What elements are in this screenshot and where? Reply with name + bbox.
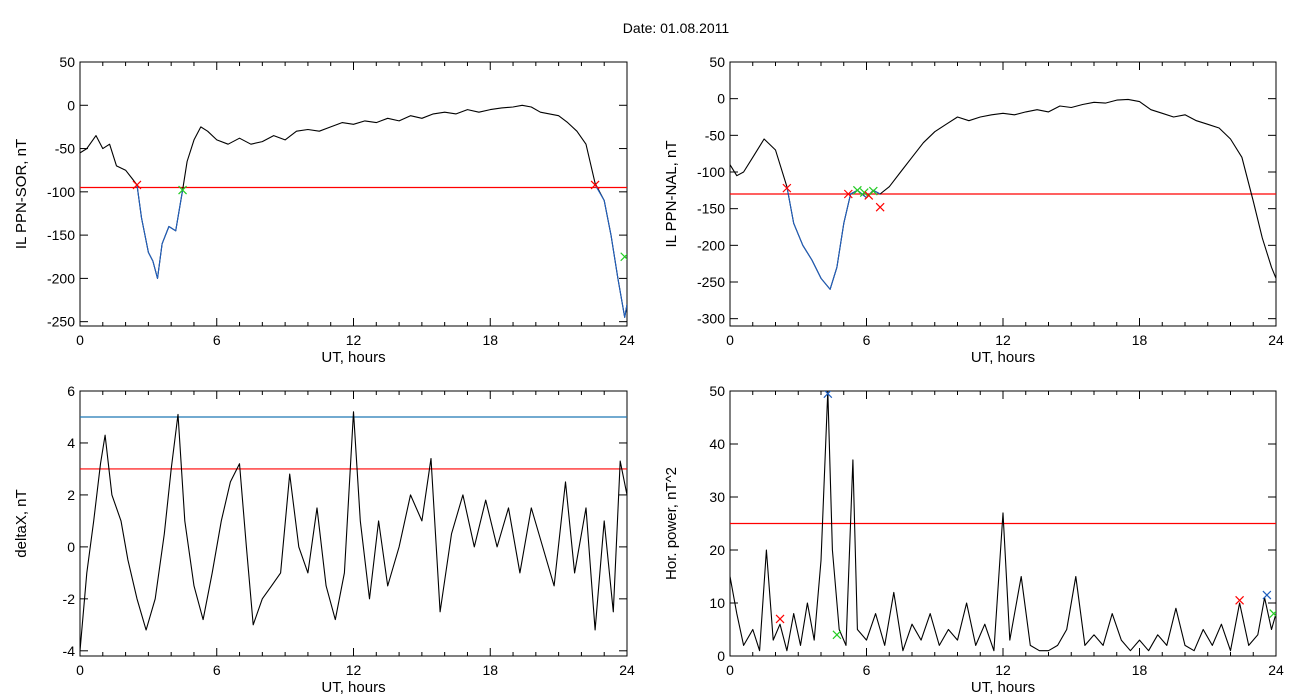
plot-frame xyxy=(79,390,628,657)
x-axis-label: UT, hours xyxy=(971,679,1035,696)
data-line xyxy=(80,104,627,318)
x-tick-label: 0 xyxy=(726,332,734,348)
y-tick-label: -100 xyxy=(697,164,725,180)
cross-marker xyxy=(590,180,600,190)
y-tick-label: 6 xyxy=(67,383,75,399)
plot-area xyxy=(80,104,627,318)
x-tick-label: 18 xyxy=(482,332,498,348)
y-axis-label: Hor. power, nT^2 xyxy=(663,467,680,580)
x-tick-label: 24 xyxy=(1268,332,1284,348)
cross-marker xyxy=(843,189,853,199)
cross-marker xyxy=(1235,595,1245,605)
y-tick-label: -100 xyxy=(47,184,75,200)
y-tick-label: -150 xyxy=(697,201,725,217)
y-tick-label: -4 xyxy=(63,643,76,659)
y-tick-label: 0 xyxy=(717,648,725,664)
highlight-line xyxy=(136,184,184,279)
x-axis-label: UT, hours xyxy=(321,679,385,696)
y-tick-label: 50 xyxy=(709,54,725,70)
cross-marker xyxy=(859,188,869,197)
y-tick-label: -50 xyxy=(705,127,725,143)
cross-marker xyxy=(852,185,862,195)
chart-panel-deltax: 0 6 12 18 24 6 4 2 0 -2 -4 UT, hours deltaX, nT xyxy=(13,383,635,696)
x-tick-label: 6 xyxy=(213,662,221,678)
x-tick-label: 0 xyxy=(76,332,84,348)
x-tick-label: 18 xyxy=(1132,332,1148,348)
plot-frame xyxy=(79,61,628,327)
plot-area xyxy=(80,411,627,651)
y-tick-label: 40 xyxy=(709,436,725,452)
data-line xyxy=(730,391,1276,652)
y-tick-label: -250 xyxy=(47,314,75,330)
y-tick-label: -150 xyxy=(47,227,75,243)
cross-marker xyxy=(875,202,885,212)
y-tick-label: 50 xyxy=(709,383,725,399)
y-tick-label: 2 xyxy=(67,487,75,503)
y-axis-label: IL PPN-SOR, nT xyxy=(13,139,30,249)
y-tick-label: 0 xyxy=(67,539,75,555)
cross-marker xyxy=(775,614,785,624)
chart-panel-power: 0 6 12 18 24 50 40 30 20 10 0 UT, hours Hor. power, … xyxy=(663,383,1284,696)
data-line xyxy=(80,411,627,651)
x-tick-label: 6 xyxy=(863,332,871,348)
x-tick-label: 18 xyxy=(1132,662,1148,678)
y-tick-label: -2 xyxy=(63,591,76,607)
highlight-line xyxy=(594,184,627,318)
cross-marker xyxy=(868,186,878,196)
x-tick-label: 12 xyxy=(346,332,362,348)
plot-area xyxy=(730,98,1276,290)
y-tick-label: 20 xyxy=(709,542,725,558)
x-tick-label: 12 xyxy=(346,662,362,678)
y-axis-label: deltaX, nT xyxy=(13,489,30,557)
y-tick-label: 30 xyxy=(709,489,725,505)
y-tick-label: 10 xyxy=(709,595,725,611)
x-tick-label: 6 xyxy=(213,332,221,348)
highlight-line xyxy=(786,186,881,290)
chart-panel-sor: 0 6 12 18 24 50 0 -50 -100 -150 -200 -250 UT, hours I… xyxy=(13,54,635,366)
x-tick-label: 6 xyxy=(863,662,871,678)
cross-marker xyxy=(620,252,627,262)
cross-marker xyxy=(132,180,142,190)
x-tick-label: 0 xyxy=(76,662,84,678)
x-tick-label: 0 xyxy=(726,662,734,678)
chart-panel-nal: 0 6 12 18 24 50 0 -50 -100 -150 -200 -250 -300 UT, ho… xyxy=(663,54,1284,366)
y-tick-label: 0 xyxy=(717,91,725,107)
y-tick-label: 0 xyxy=(67,97,75,113)
cross-marker xyxy=(832,630,842,640)
x-tick-label: 12 xyxy=(995,332,1011,348)
figure-title: Date: 01.08.2011 xyxy=(623,20,730,36)
cross-marker xyxy=(1269,609,1276,619)
x-tick-label: 24 xyxy=(1268,662,1284,678)
plot-area xyxy=(730,391,1276,652)
y-tick-label: -50 xyxy=(55,141,75,157)
x-tick-label: 24 xyxy=(619,332,635,348)
y-tick-label: -200 xyxy=(47,270,75,286)
cross-marker xyxy=(1262,590,1272,600)
x-axis-label: UT, hours xyxy=(321,349,385,366)
x-axis-label: UT, hours xyxy=(971,349,1035,366)
x-tick-label: 24 xyxy=(619,662,635,678)
y-tick-label: -250 xyxy=(697,274,725,290)
y-tick-label: -300 xyxy=(697,311,725,327)
y-axis-label: IL PPN-NAL, nT xyxy=(663,141,680,248)
cross-marker xyxy=(823,391,833,399)
y-tick-label: 4 xyxy=(67,435,75,451)
y-tick-label: -200 xyxy=(697,237,725,253)
x-tick-label: 18 xyxy=(482,662,498,678)
x-tick-label: 12 xyxy=(995,662,1011,678)
cross-marker xyxy=(782,183,792,193)
cross-marker xyxy=(178,185,187,195)
y-tick-label: 50 xyxy=(59,54,75,70)
